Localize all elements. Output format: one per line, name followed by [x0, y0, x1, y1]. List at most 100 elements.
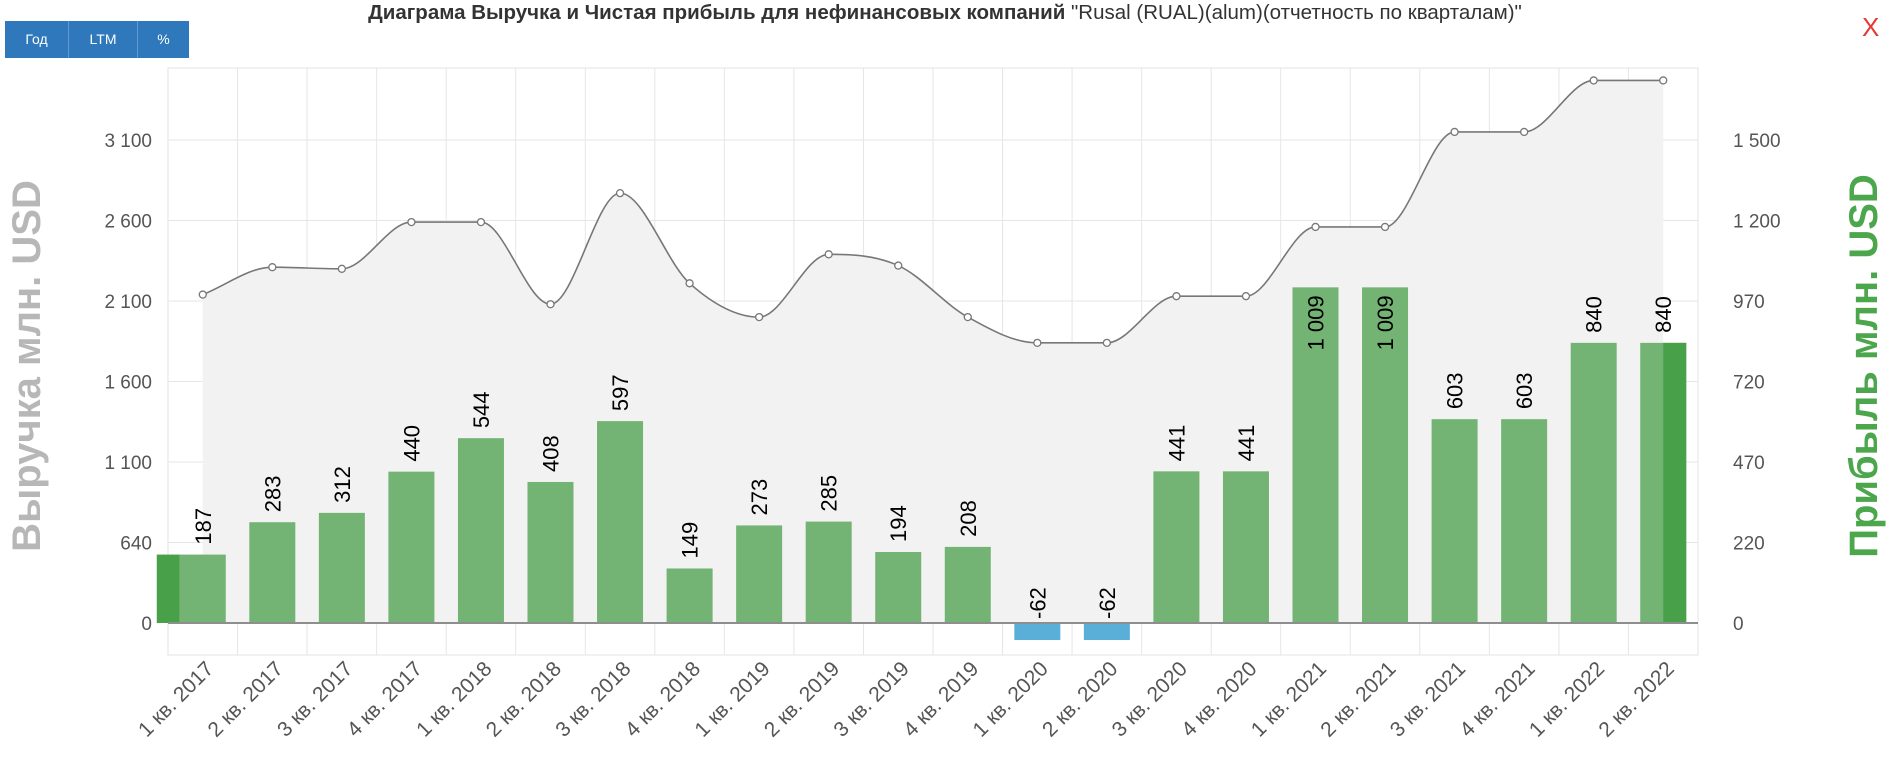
right-axis-tick: 970: [1733, 292, 1765, 313]
profit-bar: [1501, 419, 1548, 623]
chart-title: Диаграма Выручка и Чистая прибыль для не…: [0, 0, 1890, 26]
revenue-point: [1519, 127, 1529, 137]
bar-data-label: 840: [1582, 296, 1607, 333]
right-axis-tick: 470: [1733, 453, 1765, 474]
profit-bar: [1083, 623, 1130, 641]
x-axis-tick: 2 кв. 2022: [1594, 657, 1678, 741]
bar-data-label: 441: [1164, 425, 1189, 462]
x-axis-tick: 2 кв. 2019: [760, 657, 844, 741]
right-axis-tick: 0: [1733, 614, 1744, 635]
percent-button[interactable]: %: [138, 21, 189, 58]
profit-bar: [388, 471, 435, 623]
profit-bar: [1570, 342, 1617, 623]
profit-bar: [318, 512, 365, 623]
left-axis-tick: 2 600: [104, 212, 152, 233]
profit-bars-layer: [156, 287, 1687, 641]
revenue-point: [1241, 292, 1251, 301]
profit-bar: [944, 546, 991, 623]
x-axis-tick: 1 кв. 2018: [412, 657, 496, 741]
x-axis-tick: 2 кв. 2021: [1316, 657, 1400, 741]
x-axis-tick: 3 кв. 2018: [551, 657, 635, 741]
profit-bar: [527, 481, 574, 623]
bar-data-label: 273: [747, 479, 772, 516]
bar-data-label: 285: [817, 475, 842, 512]
left-axis-tick: 640: [120, 534, 152, 555]
bar-data-label: 187: [191, 508, 216, 545]
profit-bar: [666, 568, 713, 623]
right-axis-tick: 1 500: [1733, 131, 1781, 152]
revenue-point: [337, 264, 347, 273]
revenue-point: [1450, 127, 1459, 137]
revenue-point: [824, 250, 833, 259]
left-axis-tick: 0: [141, 614, 152, 635]
bar-data-label: 208: [956, 500, 981, 537]
x-axis-tick: 3 кв. 2021: [1386, 657, 1470, 741]
revenue-point: [1102, 338, 1112, 348]
bar-data-label: 283: [260, 475, 285, 512]
revenue-point: [546, 300, 555, 309]
x-axis-tick: 2 кв. 2017: [204, 657, 288, 741]
left-axis-label: Выручка млн. USD: [5, 180, 49, 552]
revenue-point: [476, 217, 486, 227]
bar-data-label: -62: [1095, 587, 1120, 619]
revenue-point: [1311, 222, 1320, 232]
revenue-point: [1172, 292, 1181, 301]
bar-data-label: 603: [1512, 372, 1537, 409]
profit-bar-highlight: [156, 554, 180, 623]
bar-data-label: 149: [678, 522, 703, 559]
x-axis-tick: 3 кв. 2020: [1108, 657, 1192, 741]
year-button[interactable]: Год: [5, 21, 69, 58]
x-axis-tick: 1 кв. 2017: [134, 657, 218, 741]
profit-bar: [1362, 287, 1409, 623]
revenue-point: [963, 312, 972, 322]
revenue-point: [1659, 76, 1668, 85]
bar-data-label: 1 009: [1304, 295, 1329, 350]
profit-bar-highlight: [1663, 342, 1687, 623]
bar-data-label: -62: [1025, 587, 1050, 619]
revenue-point: [1589, 76, 1598, 85]
left-axis-tick: 2 100: [104, 292, 152, 313]
right-axis-tick: 1 200: [1733, 212, 1781, 233]
revenue-line: [202, 79, 1664, 344]
x-axis-tick: 2 кв. 2020: [1038, 657, 1122, 741]
revenue-point: [268, 263, 277, 272]
right-axis-tick: 220: [1733, 534, 1765, 555]
x-axis-tick: 1 кв. 2022: [1525, 657, 1609, 741]
left-axis-tick: 1 600: [104, 373, 152, 394]
chart-title-main: Диаграма Выручка и Чистая прибыль для не…: [368, 1, 1066, 24]
profit-bar: [875, 552, 922, 623]
revenue-point: [685, 279, 694, 288]
revenue-point: [407, 217, 416, 227]
profit-bar: [1153, 471, 1200, 623]
profit-bar: [1431, 419, 1478, 623]
revenue-line-layer: [198, 76, 1668, 348]
x-axis-tick: 1 кв. 2019: [690, 657, 774, 741]
x-axis-tick: 4 кв. 2019: [899, 657, 983, 741]
right-axis-tick: 720: [1733, 373, 1765, 394]
ltm-button[interactable]: LTM: [69, 21, 138, 58]
x-axis-tick: 1 кв. 2020: [969, 657, 1053, 741]
revenue-point: [754, 312, 764, 322]
bar-data-label: 1 009: [1373, 295, 1398, 350]
left-axis-tick: 3 100: [104, 131, 152, 152]
chart-title-company: "Rusal (RUAL)(alum)(отчетность по кварта…: [1071, 1, 1522, 24]
x-axis-tick: 4 кв. 2017: [343, 657, 427, 741]
profit-bar: [249, 522, 296, 623]
profit-bar: [805, 521, 852, 623]
x-axis-tick: 4 кв. 2020: [1177, 657, 1261, 741]
profit-bar: [1292, 287, 1339, 623]
bar-data-label: 408: [539, 435, 564, 472]
x-axis-tick: 1 кв. 2021: [1247, 657, 1331, 741]
profit-bar: [179, 554, 226, 623]
profit-bar: [1222, 471, 1269, 623]
bar-data-label: 194: [886, 505, 911, 542]
revenue-point: [894, 261, 903, 270]
x-axis-tick: 2 кв. 2018: [482, 657, 566, 741]
close-icon[interactable]: X: [1862, 12, 1880, 42]
profit-bar: [736, 525, 783, 623]
revenue-point: [1380, 222, 1390, 232]
bar-data-label: 544: [469, 391, 494, 428]
left-axis-tick: 1 100: [104, 453, 152, 474]
x-axis-tick: 3 кв. 2019: [829, 657, 913, 741]
